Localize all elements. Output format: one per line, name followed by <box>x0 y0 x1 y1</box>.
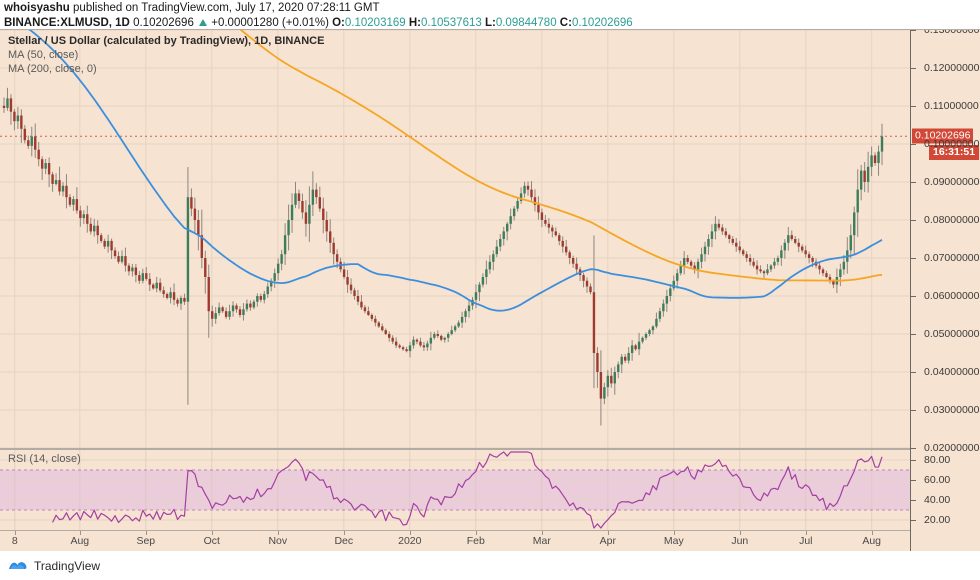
time-axis-tick <box>805 531 807 535</box>
rsi-scale-label: 80.00 <box>924 454 951 466</box>
price-scale[interactable]: 0.10202696 16:31:51 0.13000000 0.12000000… <box>910 30 980 551</box>
rsi-scale-tick <box>911 500 916 501</box>
price-scale-tick <box>911 372 916 373</box>
current-price-badge: 0.10202696 <box>912 128 974 144</box>
time-axis-tick <box>343 531 345 535</box>
up-triangle-icon <box>199 18 208 26</box>
time-axis-label: Nov <box>268 535 288 547</box>
high-label: H: <box>408 16 421 29</box>
price-scale-label: 0.12000000 <box>924 62 980 74</box>
time-axis-label: Dec <box>334 535 354 547</box>
time-axis-label: 8 <box>11 535 18 547</box>
published-prefix: published on TradingView.com, <box>73 2 233 14</box>
price-change: +0.00001280 (+0.01%) <box>211 16 329 29</box>
rsi-scale-tick <box>911 480 916 481</box>
time-axis-tick <box>145 531 147 535</box>
time-axis-tick <box>607 531 609 535</box>
rsi-scale-label: 20.00 <box>924 514 951 526</box>
time-axis-label: Jul <box>799 535 813 547</box>
time-axis-tick <box>475 531 477 535</box>
high-value: 0.10537613 <box>421 16 482 29</box>
rsi-pane[interactable]: RSI (14, close) <box>0 450 910 530</box>
time-axis-tick <box>673 531 675 535</box>
publish-info-line: whoisyashu published on TradingView.com,… <box>4 2 980 16</box>
price-scale-tick <box>911 68 916 69</box>
price-scale-tick <box>911 182 916 183</box>
last-price: 0.10202696 <box>133 16 194 29</box>
rsi-bottom-border <box>0 530 980 531</box>
price-scale-tick <box>911 30 916 31</box>
chart-header: whoisyashu published on TradingView.com,… <box>0 0 980 29</box>
price-scale-label: 0.13000000 <box>924 30 980 36</box>
time-axis-tick <box>541 531 543 535</box>
time-axis[interactable]: 8 Aug Sep Oct Nov Dec 2020 Feb Mar Apr May Jun Jul Au… <box>0 531 910 551</box>
symbol-ohlc-line: BINANCE:XLMUSD, 1D 0.10202696 +0.0000128… <box>4 17 980 30</box>
price-scale-label: 0.03000000 <box>924 404 980 416</box>
close-label: C: <box>559 16 572 29</box>
rsi-scale-tick <box>911 520 916 521</box>
price-scale-tick <box>911 334 916 335</box>
chart-footer: TradingView <box>0 551 980 580</box>
close-value: 0.10202696 <box>571 16 633 29</box>
time-axis-tick <box>211 531 213 535</box>
price-scale-label: 0.05000000 <box>924 328 980 340</box>
price-scale-label: 0.08000000 <box>924 214 980 226</box>
time-axis-label: Aug <box>862 535 882 547</box>
time-axis-tick <box>79 531 81 535</box>
chart-frame: Stellar / US Dollar (calculated by Tradi… <box>0 29 980 551</box>
price-scale-label: 0.06000000 <box>924 290 980 302</box>
price-scale-label: 0.11000000 <box>924 100 979 112</box>
time-axis-label: Jun <box>731 535 749 547</box>
price-scale-label: 0.09000000 <box>924 176 980 188</box>
time-axis-label: Oct <box>203 535 220 547</box>
rsi-scale-tick <box>911 460 916 461</box>
published-date: July 17, 2020 07:28:11 GMT <box>235 2 380 14</box>
price-scale-tick <box>911 220 916 221</box>
time-axis-tick <box>409 531 411 535</box>
time-axis-label: May <box>663 535 684 547</box>
price-scale-tick <box>911 258 916 259</box>
time-axis-tick <box>14 531 16 535</box>
rsi-scale-label: 40.00 <box>924 494 951 506</box>
price-scale-tick <box>911 410 916 411</box>
low-label: L: <box>484 16 496 29</box>
price-scale-label: 0.02000000 <box>924 442 980 454</box>
time-axis-label: Apr <box>599 535 616 547</box>
symbol-label[interactable]: BINANCE:XLMUSD, 1D <box>4 16 130 29</box>
price-scale-label: 0.04000000 <box>924 366 980 378</box>
price-scale-tick <box>911 144 916 145</box>
author-name: whoisyashu <box>4 2 70 14</box>
rsi-canvas <box>0 450 910 530</box>
price-scale-label: 0.07000000 <box>924 252 980 264</box>
time-axis-label: Aug <box>70 535 90 547</box>
rsi-scale-label: 60.00 <box>924 474 951 486</box>
price-scale-tick <box>911 448 916 449</box>
price-scale-tick <box>911 296 916 297</box>
bar-countdown-badge: 16:31:51 <box>929 145 980 161</box>
time-axis-label: Sep <box>136 535 156 547</box>
time-axis-label: Mar <box>532 535 551 547</box>
price-candlestick-canvas <box>0 30 910 448</box>
time-axis-tick <box>871 531 873 535</box>
low-value: 0.09844780 <box>495 16 557 29</box>
time-axis-label: Feb <box>466 535 485 547</box>
tradingview-brand-label: TradingView <box>34 558 101 573</box>
pane-divider[interactable] <box>0 448 980 450</box>
tradingview-logo-icon <box>8 558 28 574</box>
price-scale-tick <box>911 106 916 107</box>
price-pane[interactable]: Stellar / US Dollar (calculated by Tradi… <box>0 30 910 448</box>
price-scale-label: 0.10000000 <box>924 138 980 150</box>
open-label: O: <box>332 16 345 29</box>
time-axis-tick <box>739 531 741 535</box>
time-axis-label: 2020 <box>398 535 422 547</box>
open-value: 0.10203169 <box>344 16 406 29</box>
time-axis-tick <box>277 531 279 535</box>
